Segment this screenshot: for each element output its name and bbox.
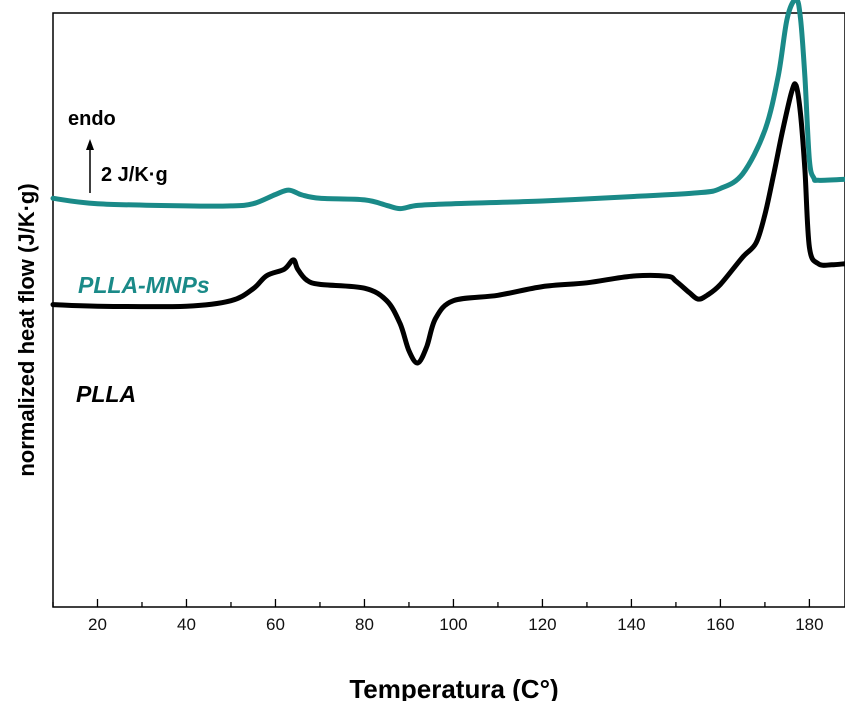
x-tick-label: 180 (795, 615, 823, 634)
series-label-plla: PLLA (76, 381, 136, 407)
series-label-plla-mnps: PLLA-MNPs (78, 272, 210, 298)
scale-bar-arrowhead-icon (86, 139, 94, 150)
x-axis-ticks: 20 40 60 80 100 120 140 160 180 (52, 599, 824, 634)
series-layer (50, 0, 845, 366)
y-axis-title: normalized heat flow (J/K·g) (14, 183, 39, 476)
series-line-plla-mnps (50, 0, 845, 212)
x-tick-label: 40 (177, 615, 196, 634)
x-tick-label: 100 (439, 615, 467, 634)
x-tick-label: 60 (266, 615, 285, 634)
plot-frame (52, 12, 845, 608)
scale-bar-value-label: 2 J/K·g (101, 164, 168, 186)
x-axis-title: Temperatura (C°) (349, 674, 558, 701)
scale-bar-endo-label: endo (68, 108, 116, 130)
x-tick-label: 140 (617, 615, 645, 634)
x-tick-label: 120 (528, 615, 556, 634)
x-tick-label: 20 (88, 615, 107, 634)
x-tick-label: 160 (706, 615, 734, 634)
x-tick-label: 80 (355, 615, 374, 634)
series-line-plla (50, 81, 845, 366)
